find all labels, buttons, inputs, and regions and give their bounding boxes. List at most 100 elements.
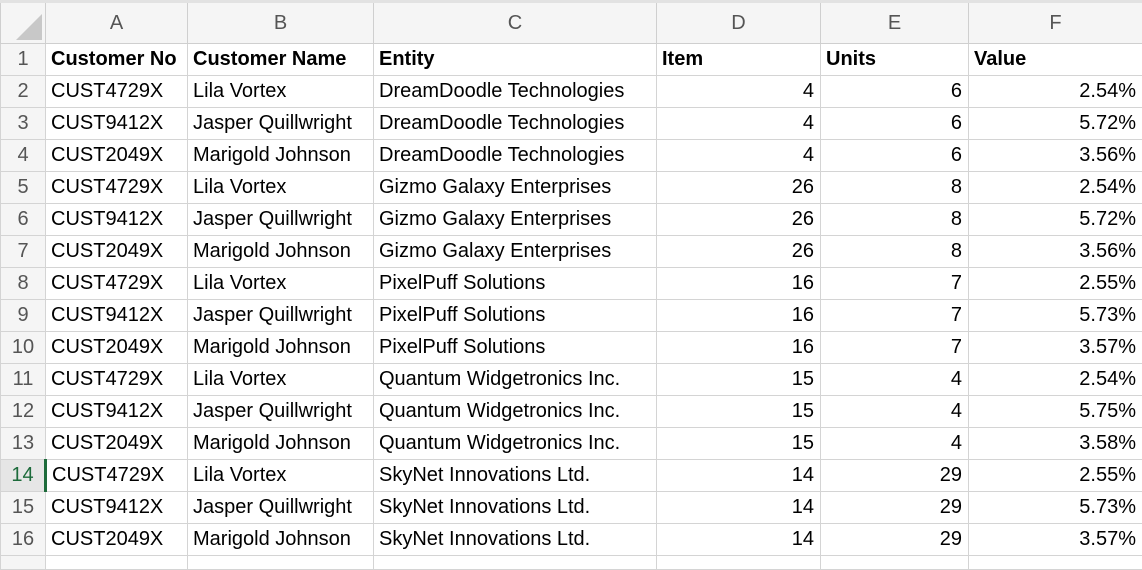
cell-value[interactable]: 5.75%	[968, 395, 1142, 428]
cell-item[interactable]: 14	[656, 523, 821, 556]
cell-customer-no[interactable]: CUST2049X	[45, 139, 188, 172]
cell-units[interactable]: 7	[820, 299, 969, 332]
empty-cell[interactable]	[45, 555, 188, 570]
row-header[interactable]: 5	[0, 171, 46, 204]
cell-customer-no[interactable]: CUST4729X	[45, 171, 188, 204]
cell-item[interactable]: 14	[656, 459, 821, 492]
cell-entity[interactable]: PixelPuff Solutions	[373, 299, 657, 332]
cell-value[interactable]: 2.54%	[968, 363, 1142, 396]
cell-customer-no[interactable]: CUST2049X	[45, 427, 188, 460]
cell-units[interactable]: 29	[820, 491, 969, 524]
cell-item[interactable]: 26	[656, 171, 821, 204]
empty-cell[interactable]	[187, 555, 374, 570]
cell-value[interactable]: 5.72%	[968, 203, 1142, 236]
cell-units[interactable]: 6	[820, 75, 969, 108]
cell-units[interactable]: 29	[820, 459, 969, 492]
cell-value[interactable]: 5.73%	[968, 491, 1142, 524]
cell-entity[interactable]: Quantum Widgetronics Inc.	[373, 427, 657, 460]
header-cell-value[interactable]: Value	[968, 43, 1142, 76]
cell-item[interactable]: 16	[656, 331, 821, 364]
cell-item[interactable]: 16	[656, 299, 821, 332]
header-cell-item[interactable]: Item	[656, 43, 821, 76]
row-header[interactable]: 10	[0, 331, 46, 364]
row-header[interactable]: 11	[0, 363, 46, 396]
cell-customer-name[interactable]: Lila Vortex	[187, 459, 374, 492]
cell-customer-name[interactable]: Marigold Johnson	[187, 331, 374, 364]
cell-value[interactable]: 5.72%	[968, 107, 1142, 140]
cell-value[interactable]: 2.55%	[968, 459, 1142, 492]
cell-item[interactable]: 26	[656, 203, 821, 236]
cell-customer-name[interactable]: Jasper Quillwright	[187, 299, 374, 332]
cell-units[interactable]: 4	[820, 395, 969, 428]
cell-item[interactable]: 4	[656, 139, 821, 172]
cell-item[interactable]: 14	[656, 491, 821, 524]
row-header[interactable]: 1	[0, 43, 46, 76]
row-header[interactable]: 16	[0, 523, 46, 556]
cell-entity[interactable]: PixelPuff Solutions	[373, 267, 657, 300]
cell-customer-no[interactable]: CUST9412X	[45, 395, 188, 428]
cell-customer-no[interactable]: CUST9412X	[45, 491, 188, 524]
cell-customer-name[interactable]: Marigold Johnson	[187, 427, 374, 460]
cell-customer-no[interactable]: CUST4729X	[45, 267, 188, 300]
cell-value[interactable]: 2.54%	[968, 75, 1142, 108]
header-cell-entity[interactable]: Entity	[373, 43, 657, 76]
column-header-a[interactable]: A	[45, 0, 188, 44]
cell-customer-name[interactable]: Lila Vortex	[187, 171, 374, 204]
header-cell-units[interactable]: Units	[820, 43, 969, 76]
cell-customer-name[interactable]: Lila Vortex	[187, 75, 374, 108]
empty-cell[interactable]	[373, 555, 657, 570]
row-header[interactable]: 15	[0, 491, 46, 524]
cell-value[interactable]: 3.56%	[968, 139, 1142, 172]
cell-entity[interactable]: Gizmo Galaxy Enterprises	[373, 171, 657, 204]
cell-value[interactable]: 3.56%	[968, 235, 1142, 268]
cell-customer-no[interactable]: CUST9412X	[45, 299, 188, 332]
cell-entity[interactable]: DreamDoodle Technologies	[373, 107, 657, 140]
cell-entity[interactable]: DreamDoodle Technologies	[373, 139, 657, 172]
cell-item[interactable]: 4	[656, 107, 821, 140]
cell-value[interactable]: 3.57%	[968, 331, 1142, 364]
cell-customer-no[interactable]: CUST4729X	[45, 75, 188, 108]
cell-customer-name[interactable]: Jasper Quillwright	[187, 395, 374, 428]
cell-entity[interactable]: SkyNet Innovations Ltd.	[373, 459, 657, 492]
cell-units[interactable]: 6	[820, 139, 969, 172]
cell-customer-name[interactable]: Marigold Johnson	[187, 523, 374, 556]
column-header-c[interactable]: C	[373, 0, 657, 44]
cell-units[interactable]: 4	[820, 363, 969, 396]
cell-entity[interactable]: PixelPuff Solutions	[373, 331, 657, 364]
select-all-corner[interactable]	[0, 0, 46, 44]
cell-customer-name[interactable]: Marigold Johnson	[187, 139, 374, 172]
cell-item[interactable]: 16	[656, 267, 821, 300]
cell-value[interactable]: 2.54%	[968, 171, 1142, 204]
cell-units[interactable]: 8	[820, 171, 969, 204]
empty-cell[interactable]	[820, 555, 969, 570]
cell-entity[interactable]: DreamDoodle Technologies	[373, 75, 657, 108]
header-cell-customer-name[interactable]: Customer Name	[187, 43, 374, 76]
row-header[interactable]: 12	[0, 395, 46, 428]
row-header[interactable]: 6	[0, 203, 46, 236]
row-header[interactable]: 13	[0, 427, 46, 460]
cell-item[interactable]: 26	[656, 235, 821, 268]
cell-customer-name[interactable]: Jasper Quillwright	[187, 107, 374, 140]
row-header[interactable]	[0, 555, 46, 570]
cell-value[interactable]: 3.58%	[968, 427, 1142, 460]
cell-entity[interactable]: SkyNet Innovations Ltd.	[373, 523, 657, 556]
row-header[interactable]: 3	[0, 107, 46, 140]
row-header[interactable]: 9	[0, 299, 46, 332]
cell-customer-no[interactable]: CUST4729X	[45, 459, 188, 492]
cell-units[interactable]: 7	[820, 267, 969, 300]
cell-customer-no[interactable]: CUST2049X	[45, 331, 188, 364]
cell-value[interactable]: 3.57%	[968, 523, 1142, 556]
empty-cell[interactable]	[656, 555, 821, 570]
cell-value[interactable]: 2.55%	[968, 267, 1142, 300]
row-header[interactable]: 4	[0, 139, 46, 172]
cell-customer-no[interactable]: CUST9412X	[45, 107, 188, 140]
cell-entity[interactable]: Quantum Widgetronics Inc.	[373, 395, 657, 428]
cell-customer-name[interactable]: Jasper Quillwright	[187, 491, 374, 524]
row-header[interactable]: 7	[0, 235, 46, 268]
column-header-e[interactable]: E	[820, 0, 969, 44]
cell-entity[interactable]: Gizmo Galaxy Enterprises	[373, 235, 657, 268]
row-header[interactable]: 8	[0, 267, 46, 300]
cell-units[interactable]: 29	[820, 523, 969, 556]
cell-entity[interactable]: SkyNet Innovations Ltd.	[373, 491, 657, 524]
row-header[interactable]: 14	[0, 459, 47, 492]
